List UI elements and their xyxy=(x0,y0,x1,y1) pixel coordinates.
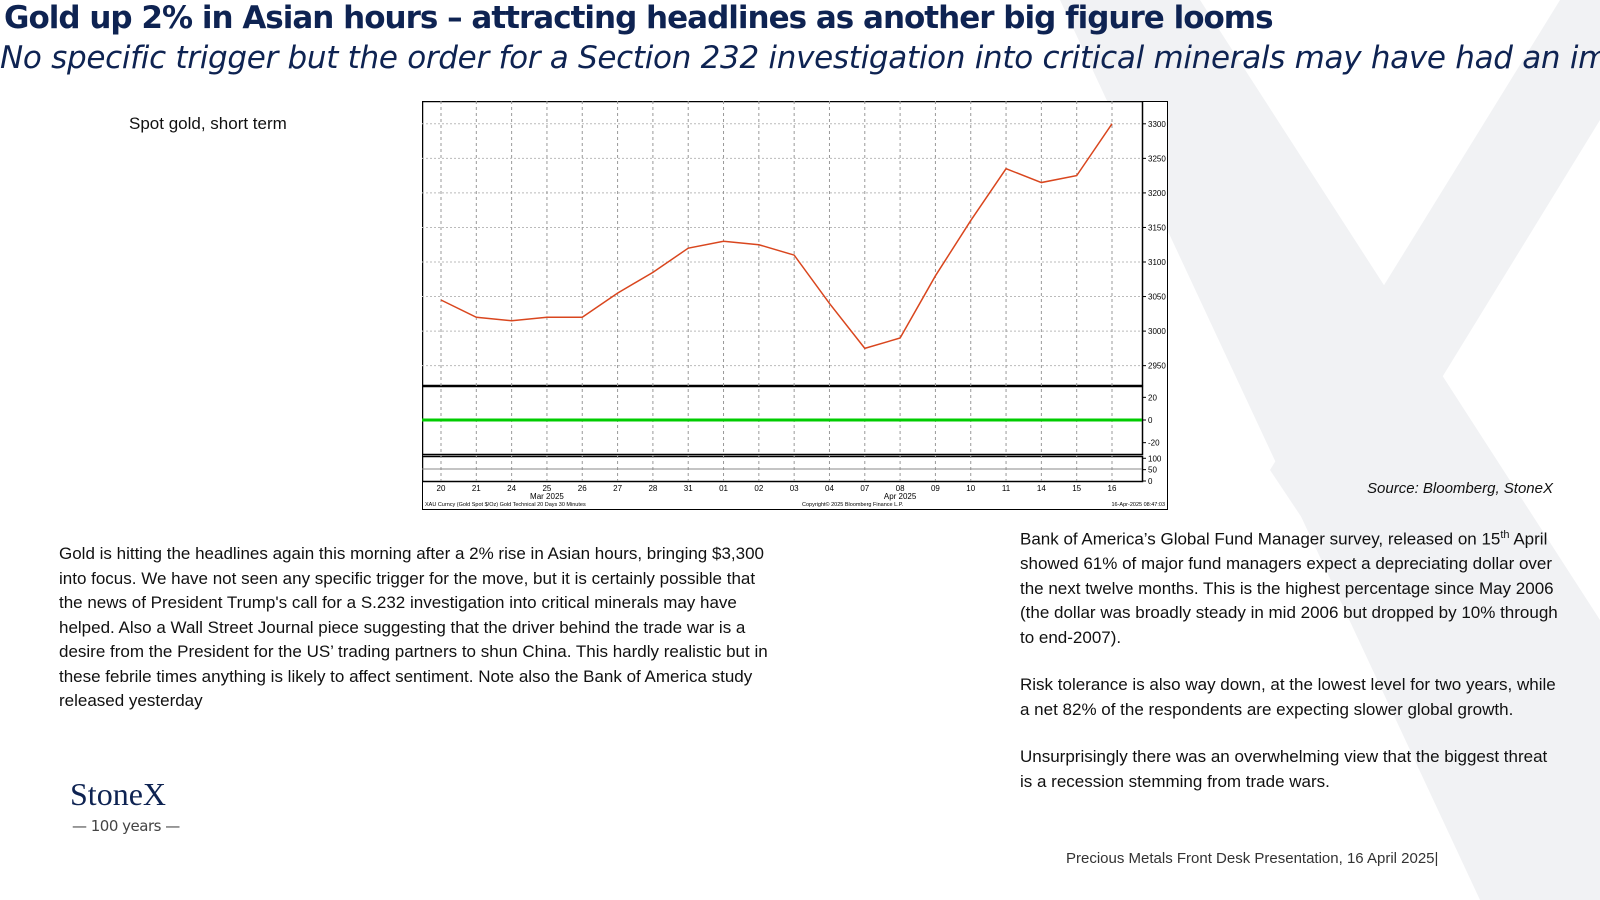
superscript: th xyxy=(1500,529,1510,541)
y-tick-label: 3050 xyxy=(1148,293,1166,302)
panel xyxy=(422,101,1144,387)
y-tick-label: 0 xyxy=(1148,477,1153,486)
x-tick-label: 10 xyxy=(966,484,975,493)
x-tick-label: 09 xyxy=(931,484,940,493)
month-label: Mar 2025 xyxy=(530,492,564,501)
logo-tagline: — 100 years — xyxy=(72,817,180,835)
x-tick-label: 26 xyxy=(578,484,587,493)
chart: 2950 3000 3050 3100 3150 3200 3250 3300 20 0 -20 0 5… xyxy=(422,101,1168,510)
x-tick-label: 15 xyxy=(1072,484,1081,493)
y-tick-label: 3300 xyxy=(1148,120,1166,129)
footer: Precious Metals Front Desk Presentation,… xyxy=(1066,850,1439,867)
y-tick-label: 3250 xyxy=(1148,154,1166,163)
month-label: Apr 2025 xyxy=(884,492,917,501)
y-tick-label: 3000 xyxy=(1148,327,1166,336)
frame xyxy=(422,101,1168,510)
x-tick-label: 25 xyxy=(542,484,551,493)
price-line xyxy=(440,123,1113,350)
x-tick-label: 21 xyxy=(472,484,481,493)
subtitle: No specific trigger but the order for a … xyxy=(0,40,1600,76)
x-tick-label: 31 xyxy=(684,484,693,493)
x-tick-label: 14 xyxy=(1037,484,1046,493)
x-tick-label: 01 xyxy=(719,484,728,493)
x-tick-label: 16 xyxy=(1108,484,1117,493)
footer-right: 16-Apr-2025 08:47:03 xyxy=(1111,502,1165,508)
title: Gold up 2% in Asian hours – attracting h… xyxy=(4,0,1274,36)
y-tick-label: 20 xyxy=(1148,393,1157,402)
left-text: Gold is hitting the headlines again this… xyxy=(59,544,768,710)
footer-mid: Copyright© 2025 Bloomberg Finance L.P. xyxy=(802,501,904,508)
y-tick-label: 0 xyxy=(1148,416,1153,425)
y-tick-label: 3200 xyxy=(1148,189,1166,198)
y-tick-label: 50 xyxy=(1148,466,1157,475)
paragraph: Unsurprisingly there was an overwhelming… xyxy=(1020,747,1548,791)
x-tick-label: 03 xyxy=(790,484,799,493)
chart-label: Spot gold, short term xyxy=(129,114,287,133)
text: April showed 61% of major fund managers … xyxy=(1020,529,1558,647)
x-tick-label: 08 xyxy=(896,484,905,493)
x-tick-label: 11 xyxy=(1002,484,1011,493)
y-tick-label: 3150 xyxy=(1148,223,1166,232)
paragraph: Risk tolerance is also way down, at the … xyxy=(1020,675,1556,719)
x-tick-label: 27 xyxy=(613,484,622,493)
x-tick-label: 04 xyxy=(825,484,834,493)
y-tick-label: -20 xyxy=(1148,439,1160,448)
x-tick-label: 02 xyxy=(754,484,763,493)
watermark xyxy=(1060,0,1600,900)
x-tick-label: 24 xyxy=(507,484,516,493)
text: Bank of America’s Global Fund Manager su… xyxy=(1020,529,1501,549)
paragraph: Bank of America’s Global Fund Manager su… xyxy=(1020,523,1560,650)
right-text: Bank of America’s Global Fund Manager su… xyxy=(1020,523,1560,794)
source: Source: Bloomberg, StoneX xyxy=(1367,480,1553,497)
x-tick-label: 28 xyxy=(648,484,657,493)
x-tick-label: 07 xyxy=(860,484,869,493)
y-tick-label: 3100 xyxy=(1148,258,1166,267)
y-tick-label: 100 xyxy=(1148,454,1162,463)
logo: StoneX xyxy=(70,776,166,812)
footer-left: XAU Curncy (Gold Spot $/Oz) Gold Technic… xyxy=(425,502,586,508)
y-tick-label: 2950 xyxy=(1148,362,1166,371)
x-tick-label: 20 xyxy=(437,484,446,493)
